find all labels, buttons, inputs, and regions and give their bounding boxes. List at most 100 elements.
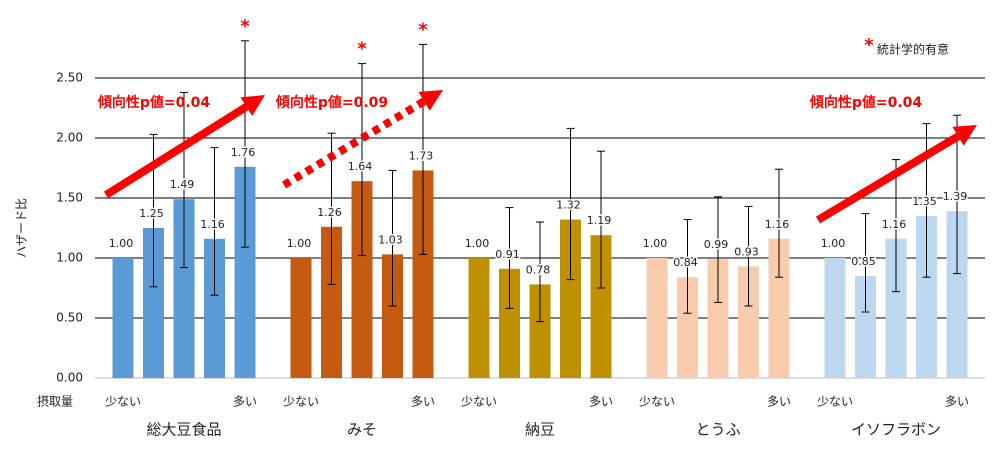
bar xyxy=(234,166,256,378)
value-label: 0.99 xyxy=(704,238,729,251)
bar xyxy=(204,238,225,378)
error-bar xyxy=(597,150,605,289)
trend-label: 傾向性p値=0.09 xyxy=(275,94,388,111)
x-tick-label: 少ない xyxy=(105,395,141,409)
x-tick-label: 多い xyxy=(411,395,435,409)
bar xyxy=(173,199,195,378)
group-label: イソフラボン xyxy=(851,421,941,439)
significance-mark: * xyxy=(418,19,428,40)
bar xyxy=(946,211,968,378)
trend-arrow-head xyxy=(952,125,977,146)
value-label: 1.73 xyxy=(409,149,434,162)
group-label: みそ xyxy=(347,421,377,439)
value-label: 0.78 xyxy=(526,263,551,276)
error-bar xyxy=(861,213,870,313)
value-label: 0.84 xyxy=(673,256,698,269)
error-bar xyxy=(358,63,366,257)
bar xyxy=(412,170,434,378)
error-bar xyxy=(683,219,692,314)
value-label: 1.49 xyxy=(170,178,195,191)
y-tick-label: 1.00 xyxy=(56,251,83,265)
value-label: 1.25 xyxy=(139,207,164,220)
trend-label: 傾向性p値=0.04 xyxy=(809,94,923,111)
value-label: 1.00 xyxy=(821,237,846,250)
bar xyxy=(885,238,907,378)
x-tick-label: 多い xyxy=(589,395,613,409)
y-tick-label: 2.50 xyxy=(56,71,83,85)
group-label: 総大豆食品 xyxy=(146,421,221,439)
x-tick-label: 多い xyxy=(767,395,791,409)
group-label: とうふ xyxy=(695,421,740,439)
trend-arrow xyxy=(815,132,961,224)
value-label: 1.16 xyxy=(765,218,790,231)
bar xyxy=(590,235,612,378)
bar xyxy=(382,254,403,378)
y-tick-label: 0.50 xyxy=(56,311,83,325)
trend-label: 傾向性p値=0.04 xyxy=(97,94,211,111)
significance-mark: * xyxy=(240,16,250,37)
value-label: 0.91 xyxy=(495,248,520,261)
error-bar xyxy=(922,123,931,278)
error-bar xyxy=(892,159,900,293)
bar xyxy=(707,259,729,378)
value-label: 0.85 xyxy=(851,255,876,268)
bar xyxy=(824,258,846,378)
legend-mark: * xyxy=(864,35,874,56)
legend-text: 統計学的有意 xyxy=(877,42,949,57)
error-bar xyxy=(241,40,249,248)
trend-arrow xyxy=(103,103,249,199)
value-label: 1.26 xyxy=(317,206,342,219)
bar xyxy=(112,258,134,378)
x-tick-label: 少ない xyxy=(461,395,497,409)
bar xyxy=(351,181,373,378)
error-bar xyxy=(566,127,575,281)
value-label: 0.93 xyxy=(734,245,759,258)
trend-arrow-head xyxy=(240,95,265,117)
value-label: 1.19 xyxy=(587,214,612,227)
x-tick-label: 少ない xyxy=(817,395,853,409)
value-label: 1.16 xyxy=(200,218,225,231)
value-label: 1.35 xyxy=(912,195,937,208)
bar xyxy=(916,216,937,378)
value-label: 1.00 xyxy=(287,237,312,250)
value-label: 1.00 xyxy=(465,237,490,250)
error-bar xyxy=(180,91,188,269)
value-label: 1.00 xyxy=(109,237,134,250)
error-bar xyxy=(744,205,753,307)
y-tick-label: 2.00 xyxy=(56,131,83,145)
x-tick-label: 多い xyxy=(945,395,969,409)
bar xyxy=(468,258,490,378)
significance-mark: * xyxy=(357,39,367,60)
value-label: 1.32 xyxy=(556,199,581,212)
bar xyxy=(646,258,668,378)
bar xyxy=(738,266,759,378)
bar xyxy=(768,238,790,378)
value-label: 1.76 xyxy=(231,146,256,159)
value-label: 1.03 xyxy=(378,233,403,246)
error-bar xyxy=(536,221,544,323)
error-bar xyxy=(505,207,514,309)
bar xyxy=(560,219,581,378)
y-tick-label: 1.50 xyxy=(56,191,83,205)
x-tick-label: 多い xyxy=(233,395,257,409)
trend-arrow-head xyxy=(418,90,443,111)
bar xyxy=(677,277,698,378)
value-label: 1.00 xyxy=(643,237,668,250)
error-bar xyxy=(149,133,158,288)
x-axis-label: 摂取量 xyxy=(37,394,73,409)
bar xyxy=(321,226,342,378)
value-label: 1.39 xyxy=(943,190,968,203)
y-tick-label: 0.00 xyxy=(56,371,83,385)
error-bar xyxy=(388,169,397,307)
value-label: 1.16 xyxy=(882,218,907,231)
y-axis-label: ハザード比 xyxy=(15,198,29,258)
bar xyxy=(855,276,876,378)
group-label: 納豆 xyxy=(525,421,555,439)
error-bar xyxy=(210,147,219,296)
bar xyxy=(143,228,164,378)
error-bar xyxy=(775,168,783,278)
bar xyxy=(290,258,312,378)
trend-arrow xyxy=(281,97,427,189)
bar xyxy=(499,268,520,378)
